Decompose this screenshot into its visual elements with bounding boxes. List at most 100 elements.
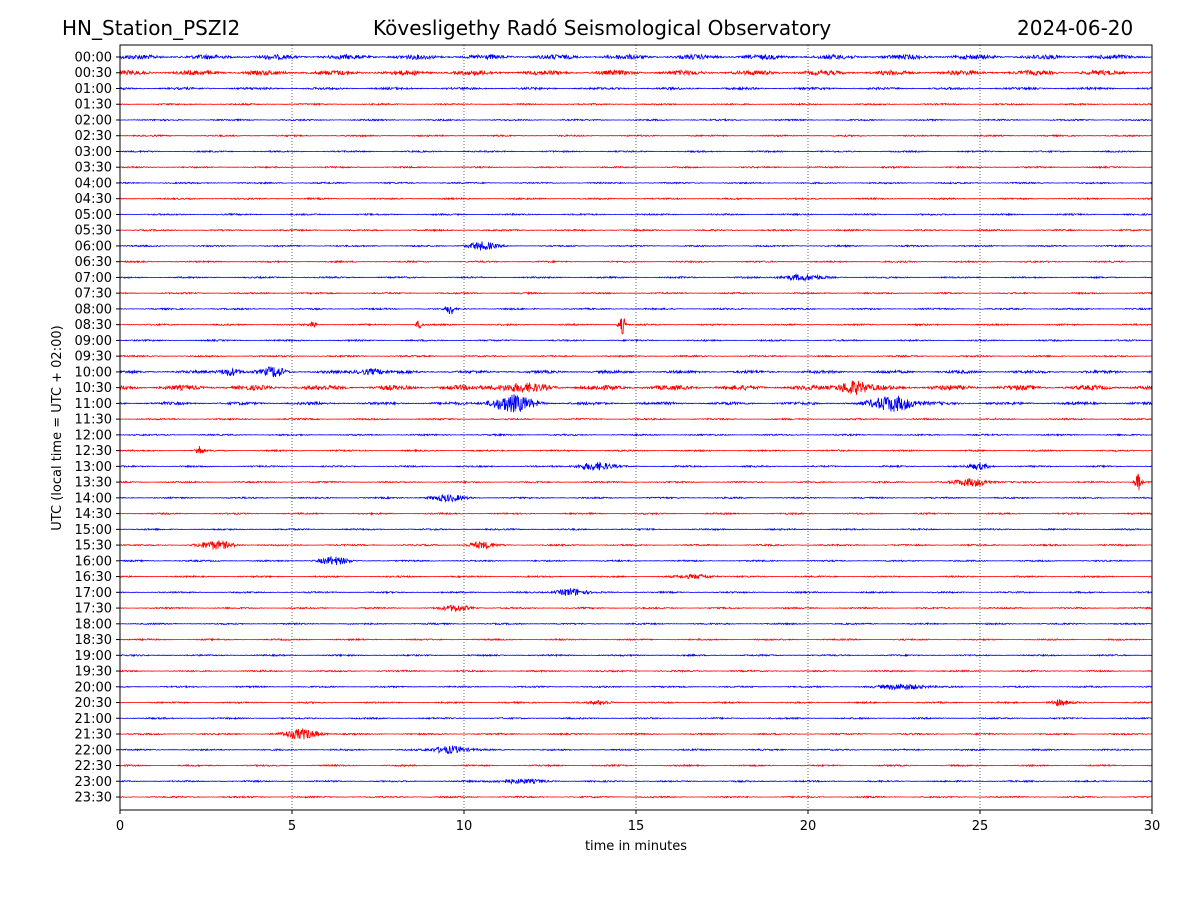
trace-0430	[119, 196, 1153, 201]
plot-frame	[119, 44, 1153, 811]
y-tick-label: 01:30	[75, 98, 112, 113]
y-tick-label: 19:00	[75, 649, 112, 664]
y-tick-label: 10:30	[75, 381, 112, 396]
y-tick-label: 00:00	[75, 51, 112, 66]
trace-1200	[119, 432, 1153, 437]
y-tick-label: 08:30	[75, 318, 112, 333]
trace-2030	[119, 699, 1153, 707]
x-tick-label: 0	[116, 819, 124, 834]
y-tick-label: 02:30	[75, 129, 112, 144]
y-tick-label: 05:00	[75, 208, 112, 223]
y-tick-label: 03:00	[75, 145, 112, 160]
y-tick-label: 22:00	[75, 743, 112, 758]
trace-0800	[119, 305, 1153, 315]
station-title: HN_Station_PSZI2	[62, 16, 241, 40]
trace-2330	[120, 795, 1152, 799]
trace-1400	[119, 493, 1153, 503]
y-tick-label: 02:00	[75, 113, 112, 128]
y-tick-label: 23:00	[75, 775, 112, 790]
trace-1600	[119, 556, 1153, 566]
trace-0930	[119, 354, 1153, 359]
y-tick-label: 15:30	[75, 539, 112, 554]
y-tick-label: 03:30	[75, 161, 112, 176]
y-tick-label: 09:30	[75, 350, 112, 365]
y-tick-label: 07:00	[75, 271, 112, 286]
trace-1900	[119, 653, 1153, 658]
y-tick-label: 04:00	[75, 176, 112, 191]
x-tick-label: 10	[456, 819, 473, 834]
trace-0530	[119, 228, 1153, 233]
y-tick-label: 20:00	[75, 680, 112, 695]
x-tick-label: 20	[800, 819, 817, 834]
trace-0200	[120, 117, 1153, 122]
trace-0500	[119, 212, 1153, 217]
trace-0130	[119, 102, 1153, 107]
y-tick-label: 16:30	[75, 570, 112, 585]
trace-1100	[119, 394, 1153, 413]
trace-1730	[120, 604, 1153, 613]
trace-0000	[119, 53, 1153, 61]
y-tick-label: 11:00	[75, 397, 112, 412]
y-tick-label: 18:30	[75, 633, 112, 648]
trace-1630	[119, 573, 1153, 580]
x-tick-label: 5	[288, 819, 296, 834]
y-tick-label: 10:00	[75, 365, 112, 380]
y-tick-label: 22:30	[75, 759, 112, 774]
y-tick-label: 05:30	[75, 224, 112, 239]
trace-1030	[119, 379, 1153, 396]
y-axis-label: UTC (local time = UTC + 02:00)	[50, 325, 65, 530]
trace-0300	[119, 149, 1153, 154]
x-tick-label: 15	[628, 819, 645, 834]
trace-1330	[119, 473, 1153, 491]
y-tick-label: 20:30	[75, 696, 112, 711]
y-tick-label: 07:30	[75, 287, 112, 302]
y-tick-label: 12:00	[75, 428, 112, 443]
y-tick-label: 17:30	[75, 602, 112, 617]
date-title: 2024-06-20	[1017, 16, 1134, 40]
y-tick-label: 06:00	[75, 239, 112, 254]
y-tick-label: 08:00	[75, 302, 112, 317]
x-tick-label: 25	[972, 819, 989, 834]
trace-2200	[119, 745, 1153, 755]
y-tick-label: 17:00	[75, 586, 112, 601]
trace-1430	[119, 511, 1153, 516]
trace-1700	[119, 587, 1153, 596]
trace-1930	[119, 669, 1153, 673]
trace-0030	[119, 68, 1153, 77]
x-axis-label: time in minutes	[585, 839, 687, 854]
y-tick-label: 16:00	[75, 554, 112, 569]
trace-1230	[120, 446, 1153, 455]
y-tick-label: 18:00	[75, 617, 112, 632]
y-tick-label: 21:30	[75, 728, 112, 743]
trace-1800	[119, 621, 1153, 626]
y-tick-label: 21:00	[75, 712, 112, 727]
y-tick-label: 13:00	[75, 460, 112, 475]
y-tick-label: 12:30	[75, 444, 112, 459]
trace-1830	[119, 637, 1153, 642]
trace-2230	[119, 763, 1153, 768]
y-tick-label: 15:00	[75, 523, 112, 538]
trace-1130	[119, 417, 1153, 421]
trace-2000	[119, 683, 1153, 691]
y-tick-label: 01:00	[75, 82, 112, 97]
trace-1500	[119, 527, 1153, 532]
trace-0600	[119, 241, 1152, 251]
trace-0230	[119, 133, 1153, 138]
trace-0700	[119, 273, 1153, 283]
trace-0400	[119, 181, 1153, 185]
y-tick-label: 06:30	[75, 255, 112, 270]
trace-0830	[119, 318, 1153, 335]
y-tick-label: 11:30	[75, 413, 112, 428]
y-tick-label: 14:00	[75, 491, 112, 506]
observatory-title: Kövesligethy Radó Seismological Observat…	[373, 16, 832, 40]
x-tick-label: 30	[1144, 819, 1161, 834]
trace-0330	[119, 165, 1153, 170]
trace-2100	[119, 716, 1153, 721]
trace-1000	[119, 366, 1153, 378]
trace-1300	[119, 461, 1152, 471]
y-tick-label: 14:30	[75, 507, 112, 522]
trace-0900	[119, 338, 1153, 343]
trace-0630	[119, 259, 1153, 264]
